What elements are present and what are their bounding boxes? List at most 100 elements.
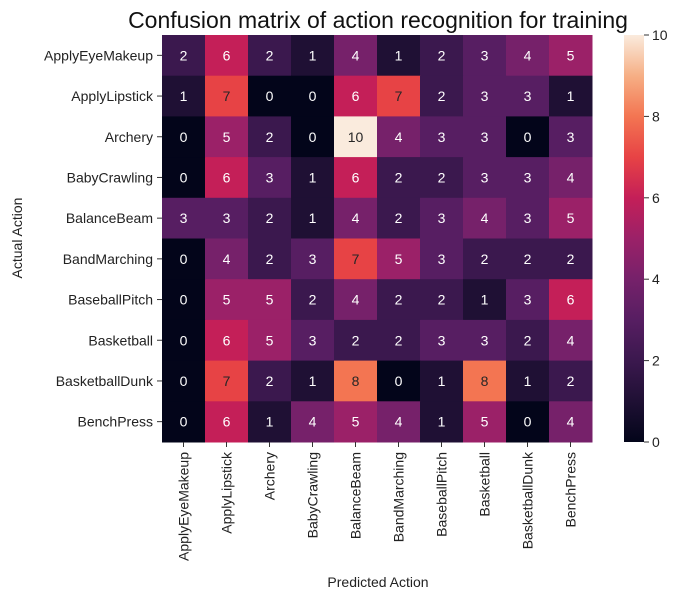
cell-value-label: 4 [352, 210, 360, 226]
cell-value-label: 3 [309, 332, 317, 348]
cell-value-label: 2 [266, 373, 274, 389]
heatmap-cell [205, 279, 249, 321]
heatmap-cell [377, 35, 421, 77]
cell-value-label: 3 [438, 210, 446, 226]
cell-value-label: 2 [266, 210, 274, 226]
y-tick-label: BasketballDunk [56, 373, 154, 389]
heatmap-cell [463, 319, 507, 362]
x-tick-label: BaseballPitch [434, 452, 450, 537]
heatmap-cell [463, 401, 507, 443]
heatmap-cell [205, 116, 249, 158]
cell-value-label: 2 [309, 292, 317, 308]
cell-value-label: 5 [395, 251, 403, 267]
heatmap-cell [549, 157, 593, 199]
y-axis-ticks: ApplyEyeMakeup ApplyLipstick Archery BabyCr… [44, 47, 162, 430]
cell-value-label: 2 [266, 251, 274, 267]
x-tick-label: BabyCrawling [305, 452, 321, 538]
x-tick-label: BasketballDunk [520, 451, 536, 549]
cell-value-label: 6 [352, 169, 360, 185]
cell-value-label: 3 [567, 129, 575, 145]
cell-value-label: 6 [223, 332, 231, 348]
cell-value-label: 0 [309, 129, 317, 145]
heatmap-cell [506, 401, 550, 443]
heatmap-cell [248, 197, 292, 239]
colorbar-tick-label: 8 [652, 108, 660, 124]
cell-value-label: 2 [180, 47, 188, 63]
heatmap-cell [205, 35, 249, 77]
heatmap-cell [205, 75, 249, 117]
x-axis-ticks: ApplyEyeMakeup ApplyLipstick Archery BabyCr… [176, 442, 579, 561]
cell-value-label: 1 [524, 373, 532, 389]
cell-value-label: 2 [395, 332, 403, 348]
cell-value-label: 6 [352, 88, 360, 104]
heatmap-cell [162, 116, 206, 158]
y-tick-label: BenchPress [78, 414, 153, 430]
cell-value-label: 1 [567, 88, 575, 104]
cell-value-label: 3 [481, 129, 489, 145]
y-tick-label: BaseballPitch [68, 292, 153, 308]
heatmap-cell [420, 197, 464, 239]
cell-value-label: 10 [348, 129, 364, 145]
cell-value-label: 5 [223, 129, 231, 145]
heatmap-cell [205, 157, 249, 199]
cell-value-label: 4 [395, 414, 403, 430]
heatmap-cell [162, 279, 206, 321]
heatmap-cell [420, 319, 464, 362]
heatmap-cell [377, 75, 421, 117]
heatmap-cell [506, 279, 550, 321]
heatmap-cell [463, 197, 507, 239]
cell-value-label: 1 [180, 88, 188, 104]
cell-value-label: 2 [395, 169, 403, 185]
heatmap-cells [162, 35, 593, 443]
heatmap-cell [334, 197, 378, 239]
y-tick-label: BandMarching [63, 251, 153, 267]
colorbar-tick-label: 6 [652, 190, 660, 206]
heatmap-cell [377, 279, 421, 321]
x-axis-label: Predicted Action [327, 574, 428, 590]
heatmap-cell [248, 401, 292, 443]
cell-value-label: 1 [481, 292, 489, 308]
cell-value-label: 3 [438, 332, 446, 348]
heatmap-cell [463, 238, 507, 280]
cell-value-label: 7 [352, 251, 360, 267]
heatmap-cell [162, 401, 206, 443]
cell-value-label: 2 [266, 47, 274, 63]
heatmap-cell [549, 116, 593, 158]
heatmap-cell [162, 360, 206, 402]
cell-value-label: 0 [180, 169, 188, 185]
heatmap-cell [291, 75, 335, 117]
colorbar-ticks: 0 2 4 6 8 10 [644, 27, 668, 450]
cell-value-label: 1 [438, 414, 446, 430]
cell-value-label: 2 [352, 332, 360, 348]
cell-value-label: 5 [481, 414, 489, 430]
y-tick-label: ApplyLipstick [71, 88, 154, 104]
heatmap-cell [549, 238, 593, 280]
heatmap-cell [291, 238, 335, 280]
cell-value-label: 0 [524, 129, 532, 145]
cell-value-label: 3 [438, 129, 446, 145]
heatmap-cell [334, 35, 378, 77]
heatmap-cell [549, 197, 593, 239]
heatmap-cell [420, 35, 464, 77]
heatmap-cell [291, 319, 335, 362]
cell-value-label: 4 [567, 169, 575, 185]
cell-value-label: 4 [481, 210, 489, 226]
cell-value-label: 0 [524, 414, 532, 430]
heatmap-cell [291, 157, 335, 199]
heatmap-cell [248, 319, 292, 362]
colorbar [624, 35, 644, 442]
cell-value-label: 3 [481, 47, 489, 63]
heatmap-cell [248, 360, 292, 402]
heatmap-cell [549, 35, 593, 77]
heatmap-cell [463, 157, 507, 199]
colorbar-tick-label: 10 [652, 27, 668, 43]
heatmap-cell [205, 360, 249, 402]
heatmap-cell [248, 116, 292, 158]
cell-value-label: 5 [567, 210, 575, 226]
heatmap-cell [377, 116, 421, 158]
heatmap-cell [377, 319, 421, 362]
heatmap-cell [334, 360, 378, 402]
heatmap-cell [248, 157, 292, 199]
heatmap-cell [506, 319, 550, 362]
